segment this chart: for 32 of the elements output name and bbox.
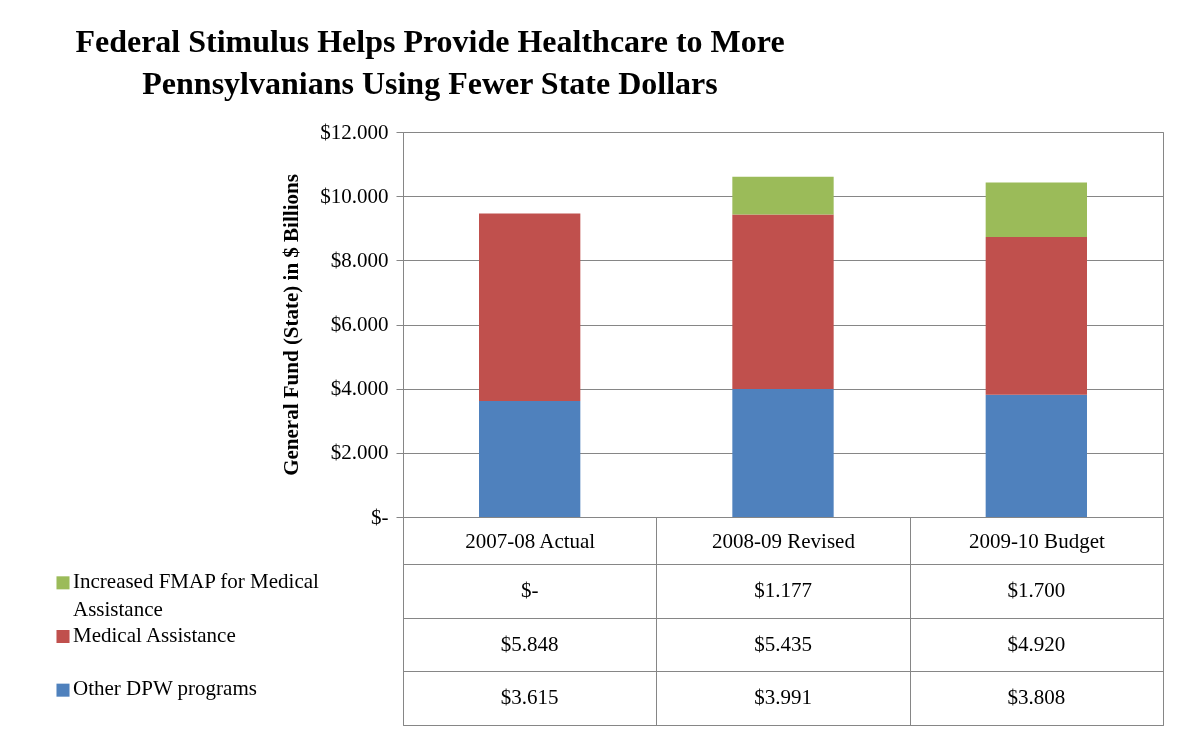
data-label: $3.615 bbox=[500, 685, 559, 710]
data-label: $3.991 bbox=[754, 685, 812, 710]
bar bbox=[985, 394, 1087, 517]
y-tick-label: $4.000 bbox=[330, 376, 389, 401]
y-tick-label: $10.000 bbox=[320, 183, 389, 208]
y-tick-label: $12.000 bbox=[320, 119, 389, 144]
data-label: $1.177 bbox=[754, 577, 812, 602]
legend-label: Increased FMAP for Medical Assistance bbox=[73, 568, 320, 621]
data-label: $- bbox=[520, 577, 539, 602]
legend-label: Other DPW programs bbox=[73, 676, 257, 701]
bar bbox=[985, 182, 1087, 237]
data-label: $5.435 bbox=[754, 631, 812, 656]
bar bbox=[732, 388, 834, 517]
bar bbox=[732, 176, 834, 215]
y-tick-label: $6.000 bbox=[330, 312, 389, 336]
data-label: $5.848 bbox=[500, 631, 559, 656]
y-axis-title: General Fund (State) in $ Billions bbox=[279, 174, 304, 476]
y-tick-label: $8.000 bbox=[330, 247, 389, 272]
bar bbox=[479, 401, 581, 517]
legend-label: Medical Assistance bbox=[73, 622, 236, 647]
x-tick-label: 2009-10 Budget bbox=[968, 529, 1105, 553]
x-tick-label: 2007-08 Actual bbox=[465, 529, 596, 553]
chart-title: Federal Stimulus Helps Provide Healthcare to More Pennsylvanians Using Fewer State Dollars bbox=[75, 22, 785, 101]
data-label: $3.808 bbox=[1007, 685, 1066, 710]
y-tick-label: $- bbox=[371, 504, 389, 529]
x-tick-label: 2008-09 Revised bbox=[712, 529, 856, 553]
data-label: $4.920 bbox=[1007, 631, 1066, 656]
bar bbox=[985, 236, 1087, 395]
data-label: $1.700 bbox=[1007, 577, 1066, 602]
bar bbox=[732, 214, 834, 389]
y-tick-label: $2.000 bbox=[330, 440, 389, 465]
bar bbox=[479, 213, 581, 402]
